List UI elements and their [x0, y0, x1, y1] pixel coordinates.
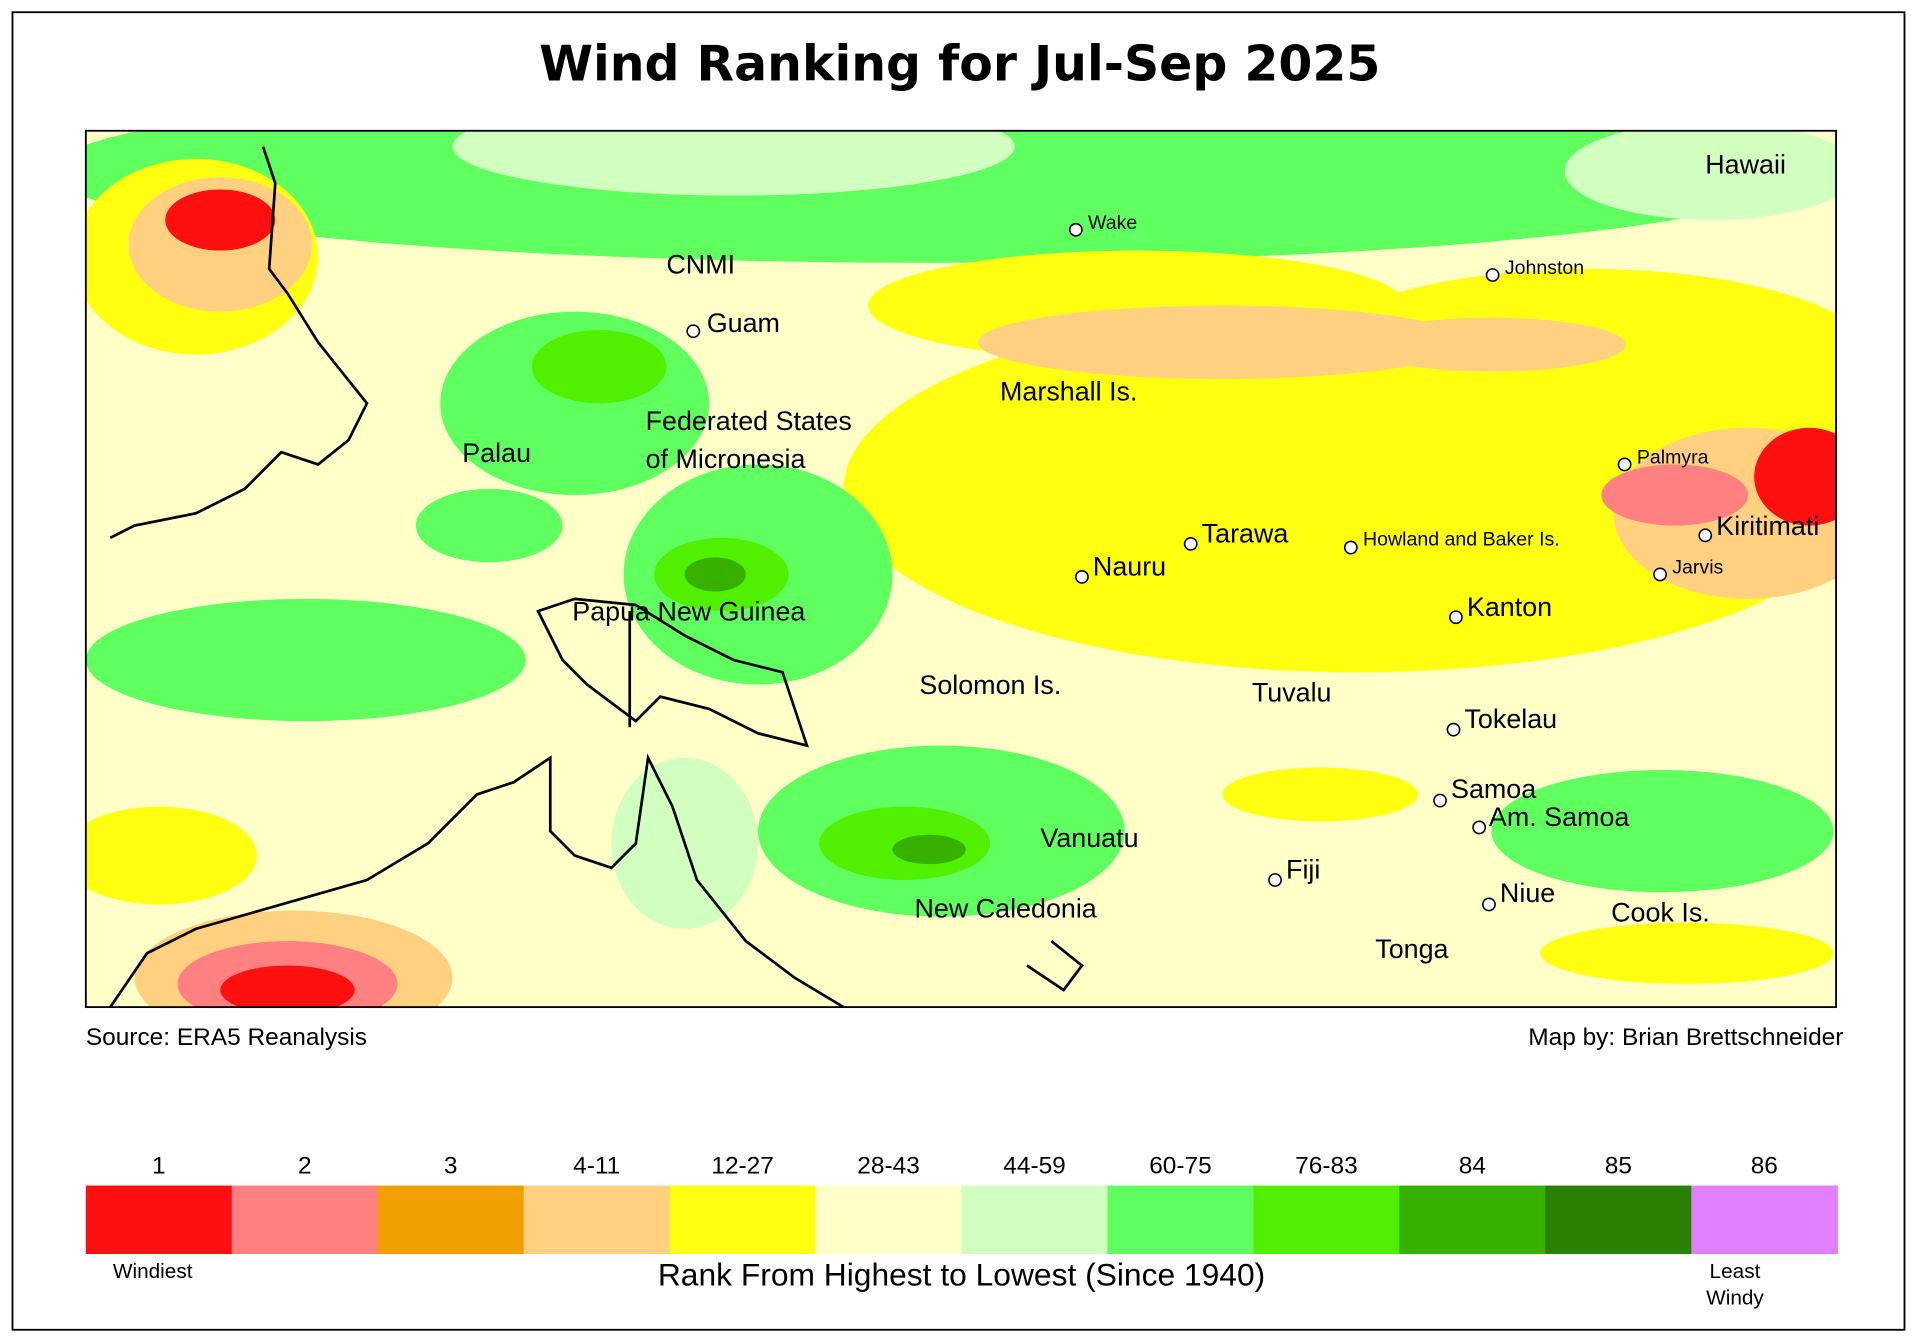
legend-swatch [231, 1185, 379, 1254]
place-label: Jarvis [1672, 557, 1723, 579]
legend-swatch [85, 1185, 233, 1254]
place-label: Palmyra [1637, 447, 1709, 469]
legend-label: 3 [444, 1153, 458, 1180]
legend-high-label: Windy [1706, 1287, 1764, 1310]
place-label: Niue [1500, 878, 1555, 908]
legend-swatch [1691, 1185, 1838, 1254]
legend-label: 44-59 [1003, 1153, 1066, 1180]
legend-label: 84 [1459, 1153, 1486, 1180]
legend-axis-label: Rank From Highest to Lowest (Since 1940) [658, 1257, 1265, 1293]
place-marker [1075, 569, 1089, 584]
place-label: Solomon Is. [919, 670, 1061, 700]
source: Source: ERA5 Reanalysis [86, 1024, 367, 1051]
legend-swatch [1399, 1185, 1546, 1254]
place-label: Marshall Is. [1000, 377, 1137, 407]
legend-swatch [1107, 1185, 1255, 1254]
legend-label: 28-43 [857, 1153, 920, 1180]
legend-high-label: Least [1710, 1260, 1761, 1283]
legend-swatch [815, 1185, 963, 1254]
place-marker [1485, 268, 1500, 282]
legend-label: 1 [152, 1153, 166, 1180]
place-label: Tokelau [1465, 704, 1558, 734]
map-field [85, 130, 1837, 1008]
place-label: Samoa [1451, 774, 1536, 804]
place-label: Tuvalu [1252, 677, 1332, 707]
legend-label: 2 [298, 1153, 312, 1180]
legend-label: 86 [1751, 1153, 1778, 1180]
legend-label: 12-27 [711, 1153, 774, 1180]
legend-label: 76-83 [1295, 1153, 1358, 1180]
place-label: Tonga [1375, 934, 1448, 964]
place-marker [1653, 567, 1667, 582]
title: Wind Ranking for Jul-Sep 2025 [539, 36, 1380, 93]
place-label: Kanton [1467, 592, 1552, 622]
legend-swatch [377, 1185, 525, 1254]
place-marker [1068, 222, 1083, 237]
place-marker [1617, 457, 1632, 472]
place-label: Hawaii [1705, 149, 1786, 179]
place-label: Fiji [1286, 855, 1320, 885]
place-label: New Caledonia [915, 894, 1097, 924]
place-marker [1698, 528, 1713, 543]
place-marker [1183, 536, 1198, 551]
place-label: Palau [462, 438, 531, 468]
place-label: Howland and Baker Is. [1363, 528, 1560, 550]
legend-label: 4-11 [573, 1153, 620, 1180]
place-label: Wake [1088, 212, 1137, 234]
place-marker [1433, 793, 1447, 808]
place-label: Federated States [646, 406, 852, 436]
place-marker [1268, 873, 1282, 887]
place-label: Kiritimati [1716, 511, 1819, 541]
place-label: Am. Samoa [1489, 802, 1629, 832]
place-marker [1449, 610, 1463, 625]
place-label: Papua New Guinea [572, 597, 805, 627]
place-marker [1343, 540, 1358, 555]
place-marker [1472, 820, 1487, 835]
place-label: Guam [707, 308, 780, 338]
credit: Map by: Brian Brettschneider [1528, 1024, 1843, 1051]
legend-swatch [1545, 1185, 1692, 1254]
legend-swatch [523, 1185, 671, 1254]
legend-swatch [961, 1185, 1109, 1254]
place-label: Johnston [1505, 257, 1584, 279]
legend-swatch [669, 1185, 817, 1254]
place-marker [686, 324, 701, 339]
legend: 1 2 3 4-11 12-27 28-43 44-59 60-75 76-83 84 85 86 Wi… [85, 1153, 1838, 1310]
place-label: Tarawa [1202, 518, 1289, 548]
place-label: of Micronesia [646, 444, 806, 474]
place-label: CNMI [666, 250, 735, 280]
place-label: Nauru [1093, 551, 1166, 581]
legend-label: 85 [1605, 1153, 1632, 1180]
place-marker [1446, 722, 1461, 737]
place-label: Vanuatu [1040, 823, 1138, 853]
legend-label: 60-75 [1149, 1153, 1212, 1180]
legend-swatch [1253, 1185, 1401, 1254]
place-label: Cook Is. [1611, 897, 1710, 927]
place-marker [1482, 897, 1496, 912]
place-labels: Hawaii Wake Johnston CNMI Guam Marshall Is. Pa… [462, 149, 1819, 964]
legend-low-label: Windiest [113, 1260, 193, 1283]
map-border [84, 129, 1837, 1009]
